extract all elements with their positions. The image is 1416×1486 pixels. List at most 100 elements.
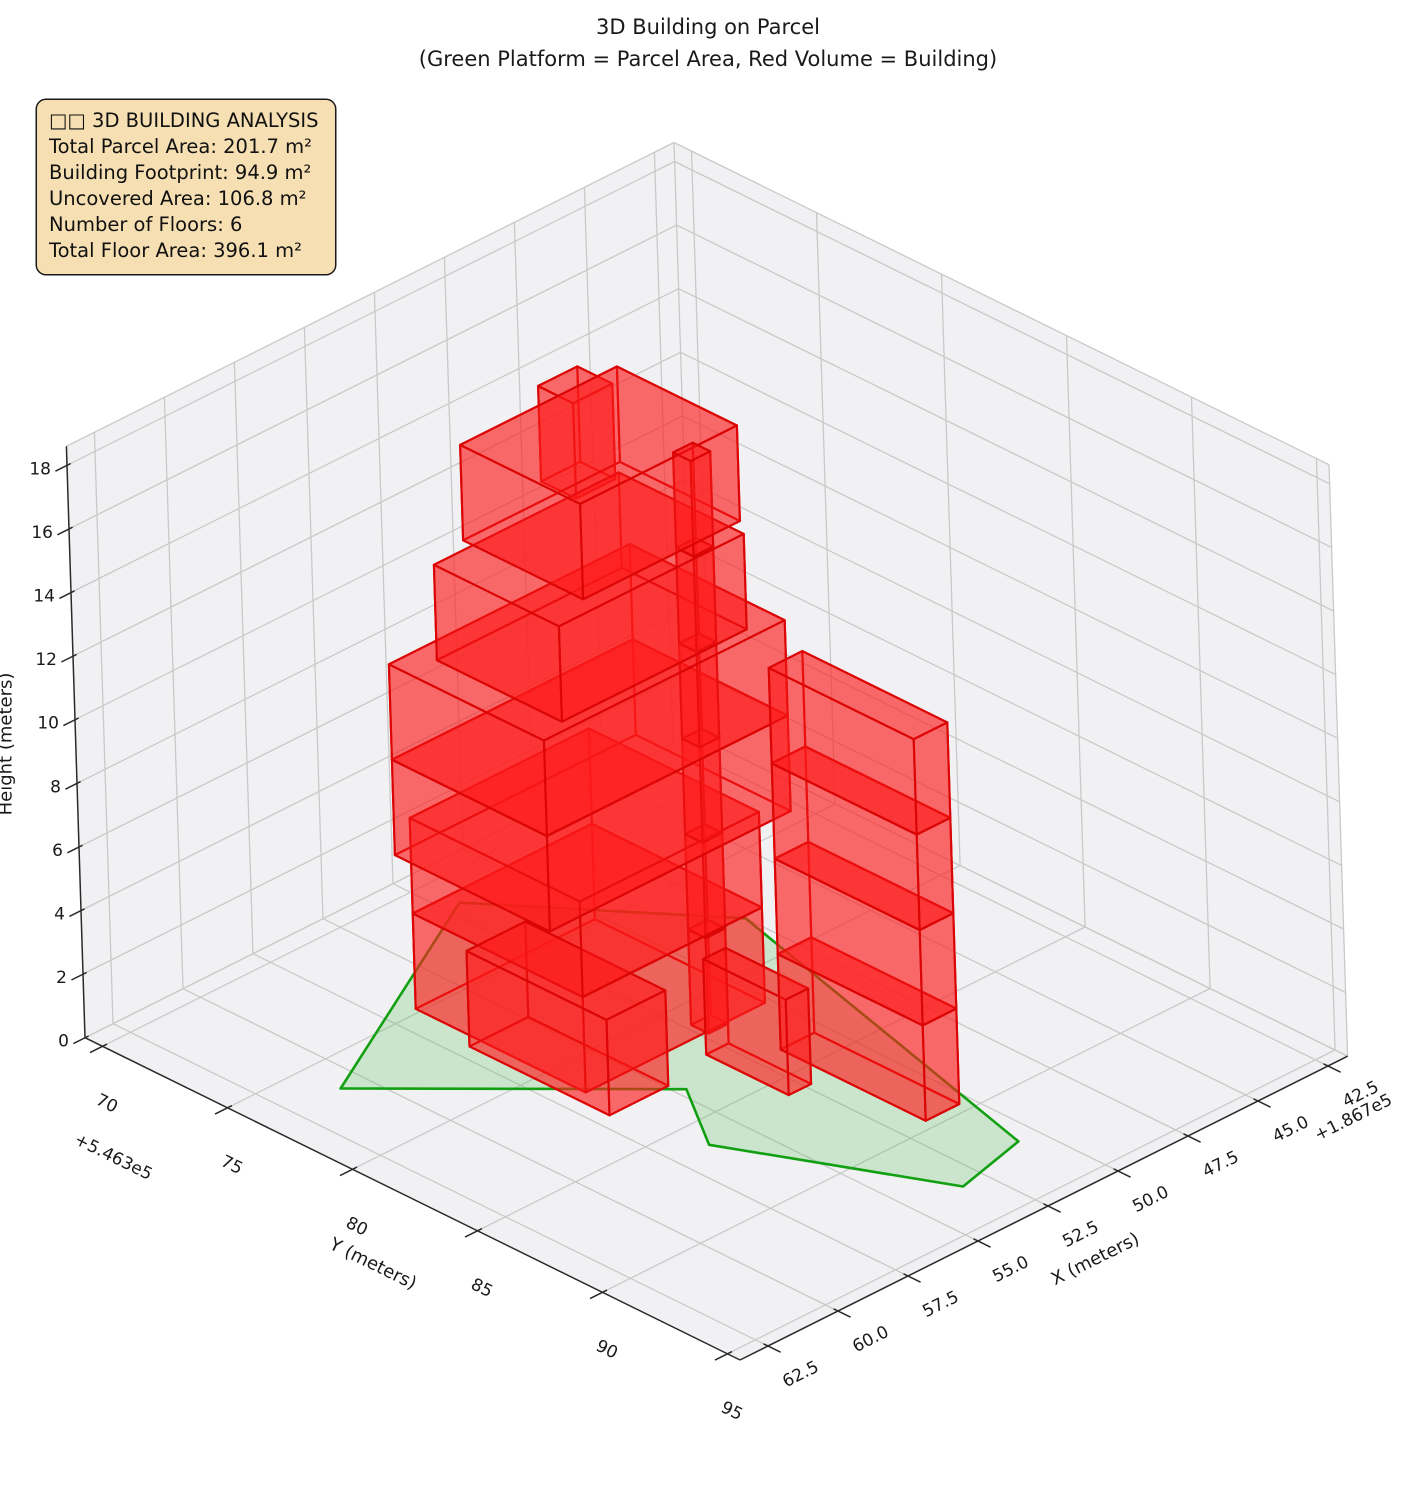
x-tick-mark xyxy=(763,1343,781,1353)
grid-line xyxy=(352,864,961,1170)
x-tick-label: 47.5 xyxy=(1199,1147,1242,1182)
y-tick-mark xyxy=(714,1350,733,1361)
grid-line xyxy=(74,415,683,721)
grid-line xyxy=(80,606,689,912)
y-axis-offset-label: +5.463e5 xyxy=(71,1130,155,1185)
y-tick-label: 70 xyxy=(93,1090,121,1117)
z-tick-label: 12 xyxy=(35,650,57,670)
z-axis-label: Height (meters) xyxy=(0,673,17,816)
back-right-pane xyxy=(674,142,1348,1057)
grid-line xyxy=(68,224,677,530)
grid-line xyxy=(252,953,909,1277)
x-tick-mark xyxy=(973,1238,991,1248)
building-face-right-wing-f2 xyxy=(918,912,958,1027)
building-face-floor4-main xyxy=(387,663,548,838)
pane-edge xyxy=(1328,464,1349,1057)
grid-line xyxy=(815,212,836,805)
z-tick-mark xyxy=(67,844,83,854)
y-axis-spine xyxy=(84,1037,741,1361)
grid-line xyxy=(674,160,1330,485)
y-tick-mark xyxy=(214,1104,233,1115)
x-tick-label: 60.0 xyxy=(849,1322,892,1357)
grid-line xyxy=(686,542,1342,866)
z-tick-mark xyxy=(59,590,75,600)
building-face-floor1-front-box xyxy=(605,989,670,1117)
grid-line xyxy=(233,362,254,954)
grid-line xyxy=(102,741,711,1047)
grid-line xyxy=(477,926,1086,1232)
y-tick-label: 80 xyxy=(343,1213,371,1240)
building-face-roof-bulkhead xyxy=(537,365,614,405)
building-face-core-f6 xyxy=(672,441,712,463)
building-face-right-wing-f4 xyxy=(912,721,952,836)
z-tick-label: 18 xyxy=(29,459,51,479)
z-tick-mark xyxy=(71,971,87,981)
grid-line xyxy=(684,478,1340,803)
z-tick-label: 6 xyxy=(52,841,63,861)
z-tick-label: 10 xyxy=(37,714,59,734)
pane-edge xyxy=(692,733,1348,1057)
z-tick-label: 4 xyxy=(54,905,65,925)
grid-line xyxy=(70,288,679,594)
analysis-building-footprint: Building Footprint: 94.9 m² xyxy=(49,160,312,184)
z-tick-mark xyxy=(69,908,85,918)
y-tick-mark xyxy=(339,1166,358,1177)
grid-line xyxy=(690,669,1346,994)
y-tick-label: 85 xyxy=(468,1275,496,1302)
analysis-number-of-floors: Number of Floors: 6 xyxy=(49,212,243,236)
z-tick-label: 0 xyxy=(58,1032,69,1052)
analysis-total-parcel-area: Total Parcel Area: 201.7 m² xyxy=(49,134,312,158)
grid-line xyxy=(513,222,534,814)
pane-edge xyxy=(66,141,675,447)
grid-line xyxy=(676,224,1332,548)
grid-line xyxy=(583,187,604,779)
x-tick-mark xyxy=(1323,1063,1341,1073)
z-tick-label: 2 xyxy=(56,968,67,988)
y-tick-mark xyxy=(89,1043,108,1054)
x-axis-spine xyxy=(739,1055,1348,1361)
grid-line xyxy=(1315,458,1336,1051)
floor-pane xyxy=(85,733,1348,1360)
grid-line xyxy=(1065,335,1086,928)
y-tick-label: 75 xyxy=(218,1152,246,1179)
z-tick-mark xyxy=(55,462,71,472)
building-face-floor1-side-slab xyxy=(784,987,813,1097)
grid-line xyxy=(653,152,674,744)
grid-line xyxy=(1190,397,1211,989)
analysis-title: □□ 3D BUILDING ANALYSIS xyxy=(49,109,319,132)
building-face-floor2-main xyxy=(578,810,763,999)
building-face-floor6-main xyxy=(459,443,585,601)
grid-line xyxy=(678,288,1334,612)
y-tick-mark xyxy=(589,1289,608,1300)
grid-line xyxy=(672,743,1329,1067)
x-tick-mark xyxy=(1113,1168,1131,1178)
x-tick-label: 50.0 xyxy=(1129,1182,1172,1217)
grid-line xyxy=(66,160,675,466)
x-tick-mark xyxy=(1183,1133,1201,1143)
z-tick-label: 16 xyxy=(31,523,53,543)
y-tick-label: 90 xyxy=(593,1336,621,1363)
y-axis-label: Y (meters) xyxy=(325,1233,420,1294)
x-tick-mark xyxy=(903,1273,921,1283)
y-tick-label: 95 xyxy=(718,1398,746,1425)
pane-edge xyxy=(673,141,1330,466)
grid-line xyxy=(532,813,1189,1137)
grid-line xyxy=(227,803,836,1109)
grid-line xyxy=(443,257,464,849)
x-tick-label: 62.5 xyxy=(779,1357,822,1392)
building-analysis-box: □□ 3D BUILDING ANALYSIS Total Parcel Are… xyxy=(36,99,336,275)
grid-line xyxy=(112,1023,769,1347)
x-tick-mark xyxy=(833,1308,851,1318)
grid-line xyxy=(392,883,1049,1207)
grid-line xyxy=(93,432,114,1024)
grid-line xyxy=(373,292,394,884)
back-left-pane xyxy=(66,142,693,1038)
grid-line xyxy=(76,478,685,784)
grid-line xyxy=(78,542,687,848)
grid-line xyxy=(82,669,691,975)
z-tick-label: 8 xyxy=(50,777,61,797)
grid-line xyxy=(727,1049,1336,1355)
grid-line xyxy=(182,988,839,1312)
building-face-right-wing-f1 xyxy=(921,1007,961,1122)
